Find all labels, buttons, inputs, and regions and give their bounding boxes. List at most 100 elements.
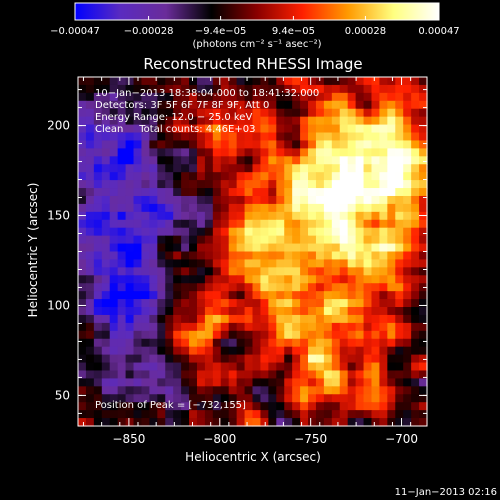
heatmap-cell [355,330,365,340]
heatmap-cell [419,180,428,189]
heatmap-cell [117,164,127,173]
heatmap-cell [411,227,420,237]
heatmap-cell [220,402,230,411]
heatmap-cell [252,338,262,348]
heatmap-cell [133,259,143,268]
heatmap-cell [78,203,87,213]
heatmap-cell [387,362,396,372]
heatmap-cell [85,307,95,316]
heatmap-cell [308,275,317,284]
heatmap-cell [331,116,341,126]
heatmap-cell [323,195,333,205]
heatmap-cell [339,116,349,126]
heatmap-cell [276,330,285,340]
heatmap-cell [204,418,214,427]
heatmap-cell [117,92,127,102]
heatmap-cell [149,116,158,126]
heatmap-cell [204,84,214,94]
heatmap-cell [284,195,293,205]
heatmap-cell [331,164,341,173]
heatmap-cell [196,188,206,197]
heatmap-cell [379,77,388,86]
heatmap-cell [196,116,206,126]
heatmap-cell [85,148,95,157]
heatmap-cell [395,211,404,221]
heatmap-cell [284,267,293,276]
heatmap-cell [117,195,127,205]
heatmap-cell [395,338,404,348]
heatmap-cell [252,172,262,181]
heatmap-cell [228,156,238,165]
heatmap-cell [212,354,222,364]
heatmap-cell [403,172,412,181]
heatmap-cell [244,100,254,110]
heatmap-cell [276,164,285,173]
heatmap-cell [189,140,198,149]
heatmap-cell [117,108,127,118]
heatmap-cell [93,259,103,268]
heatmap-cell [149,219,158,229]
heatmap-cell [220,362,230,372]
heatmap-cell [308,251,317,261]
heatmap-cell [308,172,317,181]
heatmap-cell [331,354,341,364]
heatmap-cell [395,378,404,387]
heatmap-cell [101,283,111,292]
heatmap-cell [125,195,135,205]
heatmap-cell [204,211,214,221]
heatmap-cell [387,203,396,213]
heatmap-cell [220,394,230,403]
heatmap-cell [181,362,190,372]
heatmap-cell [355,132,365,142]
heatmap-cell [196,251,206,261]
heatmap-cell [323,164,333,173]
heatmap-cell [268,330,277,340]
heatmap-cell [252,84,262,94]
heatmap-cell [308,235,317,245]
heatmap-cell [331,203,341,213]
heatmap-cell [331,92,341,102]
heatmap-cell [78,124,87,134]
heatmap-cell [157,235,166,245]
heatmap-cell [323,116,333,126]
heatmap-cell [189,275,198,284]
heatmap-cell [379,227,388,237]
heatmap-cell [109,211,119,221]
heatmap-cell [181,378,190,387]
heatmap-cell [371,172,381,181]
heatmap-cell [403,203,412,213]
heatmap-cell [244,275,254,284]
heatmap-cell [117,251,127,261]
heatmap-cell [117,394,127,403]
heatmap-cell [363,243,373,253]
heatmap-cell [165,370,174,380]
heatmap-cell [347,148,357,157]
heatmap-cell [292,235,301,245]
heatmap-cell [181,100,190,110]
heatmap-cell [125,116,135,126]
heatmap-cell [355,354,365,364]
heatmap-cell [117,322,127,332]
heatmap-cell [212,275,222,284]
heatmap-cell [284,291,293,300]
heatmap-cell [331,267,341,276]
heatmap-cell [125,156,135,165]
heatmap-cell [276,314,285,324]
heatmap-cell [101,211,111,221]
heatmap-cell [323,259,333,268]
heatmap-cell [212,291,222,300]
heatmap-cell [276,108,285,118]
heatmap-cell [189,235,198,245]
heatmap-cell [85,275,95,284]
heatmap-cell [173,108,182,118]
heatmap-cell [141,386,150,395]
heatmap-cell [403,180,412,189]
heatmap-cell [85,100,95,110]
heatmap-cell [109,275,119,284]
heatmap-cell [363,346,373,356]
heatmap-cell [157,314,166,324]
heatmap-cell [355,362,365,372]
heatmap-cell [308,180,317,189]
heatmap-cell [141,92,150,102]
